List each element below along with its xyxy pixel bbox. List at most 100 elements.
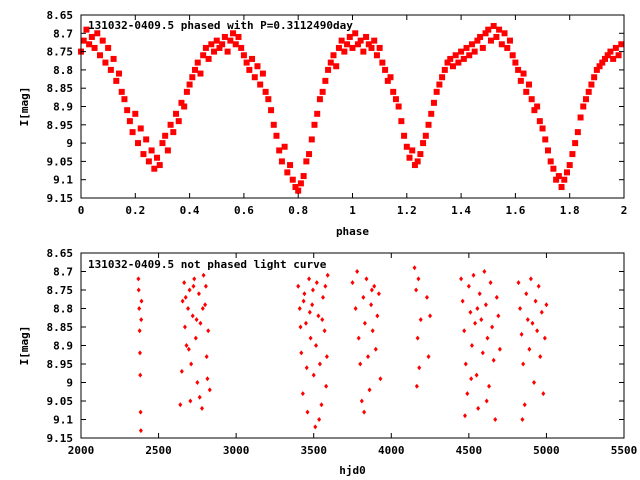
phased-data-point <box>338 37 345 44</box>
unphased-data-point <box>484 398 489 404</box>
phased-data-point <box>124 107 131 114</box>
phased-data-point <box>566 162 573 169</box>
unphased-data-point <box>321 294 326 300</box>
unphased-data-point <box>487 383 492 389</box>
unphased-points <box>136 265 549 434</box>
phased-data-point <box>110 55 117 62</box>
unphased-data-point <box>542 335 547 341</box>
unphased-data-point <box>415 335 420 341</box>
phased-data-point <box>197 70 204 77</box>
phased-data-point <box>585 88 592 95</box>
unphased-data-point <box>320 317 325 323</box>
phased-data-point <box>577 114 584 121</box>
phased-data-point <box>230 30 237 37</box>
phased-x-tick-label: 1 <box>349 204 356 217</box>
phased-data-point <box>382 66 389 73</box>
phased-data-point <box>251 74 258 81</box>
phased-data-point <box>151 165 158 172</box>
unphased-panel: 2000 2500 3000 3500 4000 4500 5000 5500 8.65 8.7 8… <box>18 247 637 477</box>
unphased-data-point <box>524 291 529 297</box>
phased-data-point <box>164 147 171 154</box>
phased-data-point <box>325 66 332 73</box>
phased-data-point <box>572 140 579 147</box>
unphased-data-point <box>359 398 364 404</box>
unphased-data-point <box>376 291 381 297</box>
unphased-data-point <box>310 302 315 308</box>
phased-data-point <box>349 44 356 51</box>
phased-data-point <box>569 151 576 158</box>
phased-data-point <box>297 180 304 187</box>
unphased-data-point <box>533 298 538 304</box>
unphased-data-point <box>356 335 361 341</box>
phased-data-point <box>170 129 177 136</box>
unphased-data-point <box>193 335 198 341</box>
phased-data-point <box>238 44 245 51</box>
phased-data-point <box>452 52 459 59</box>
phased-data-point <box>341 48 348 55</box>
unphased-data-point <box>362 409 367 415</box>
unphased-data-point <box>366 354 371 360</box>
phased-data-point <box>145 158 152 165</box>
unphased-data-point <box>520 417 525 422</box>
unphased-data-point <box>536 283 541 289</box>
phased-y-tick-label: 8.75 <box>47 46 74 59</box>
phased-data-point <box>352 30 359 37</box>
phased-data-point <box>520 70 527 77</box>
phased-data-point <box>219 41 226 48</box>
phased-data-point <box>485 26 492 33</box>
phased-data-point <box>534 103 541 110</box>
phased-data-point <box>167 121 174 128</box>
unphased-data-point <box>305 409 310 415</box>
unphased-data-point <box>139 298 144 304</box>
unphased-data-point <box>136 276 141 282</box>
phased-x-tick-label: 0.4 <box>180 204 200 217</box>
unphased-data-point <box>521 361 526 367</box>
unphased-data-point <box>304 365 309 371</box>
phased-y-tick-label: 8.95 <box>47 119 74 132</box>
unphased-data-point <box>428 313 433 319</box>
phased-data-point <box>582 96 589 103</box>
phased-data-point <box>547 158 554 165</box>
unphased-data-point <box>303 320 308 326</box>
unphased-data-point <box>182 280 187 286</box>
phased-data-point <box>344 41 351 48</box>
phased-data-point <box>588 81 595 88</box>
phased-panel: 0 0.2 0.4 0.6 0.8 1 1.2 1.4 1.6 1.8 2 8.65 8.7 8.75 8.… <box>18 9 627 238</box>
phased-data-point <box>498 41 505 48</box>
unphased-y-tick-label: 8.75 <box>47 284 74 297</box>
phased-data-point <box>91 44 98 51</box>
phased-data-point <box>276 147 283 154</box>
phased-data-point <box>221 33 228 40</box>
phased-data-point <box>601 55 608 62</box>
unphased-data-point <box>463 361 468 367</box>
phased-data-point <box>224 48 231 55</box>
phased-data-point <box>102 59 109 66</box>
unphased-data-point <box>137 306 142 311</box>
unphased-data-point <box>414 287 419 293</box>
phased-data-point <box>390 88 397 95</box>
phased-data-point <box>433 88 440 95</box>
phased-data-point <box>618 41 625 48</box>
unphased-data-point <box>426 354 431 360</box>
unphased-data-point <box>298 324 303 330</box>
unphased-x-tick-label: 2500 <box>145 444 172 457</box>
unphased-data-point <box>473 320 478 326</box>
phased-data-point <box>563 169 570 176</box>
phased-data-point <box>148 147 155 154</box>
phased-data-point <box>126 118 133 125</box>
unphased-x-tick-label: 2000 <box>68 444 95 457</box>
phased-y-tick-label: 8.9 <box>53 101 73 114</box>
phased-data-point <box>460 55 467 62</box>
phased-data-point <box>213 37 220 44</box>
unphased-data-point <box>527 346 532 352</box>
unphased-data-point <box>297 306 302 311</box>
unphased-data-point <box>369 287 374 293</box>
unphased-data-point <box>324 354 329 360</box>
phased-data-point <box>181 103 188 110</box>
phased-data-point <box>384 77 391 84</box>
phased-data-point <box>287 162 294 169</box>
phased-data-point <box>373 52 380 59</box>
unphased-data-point <box>324 383 329 389</box>
